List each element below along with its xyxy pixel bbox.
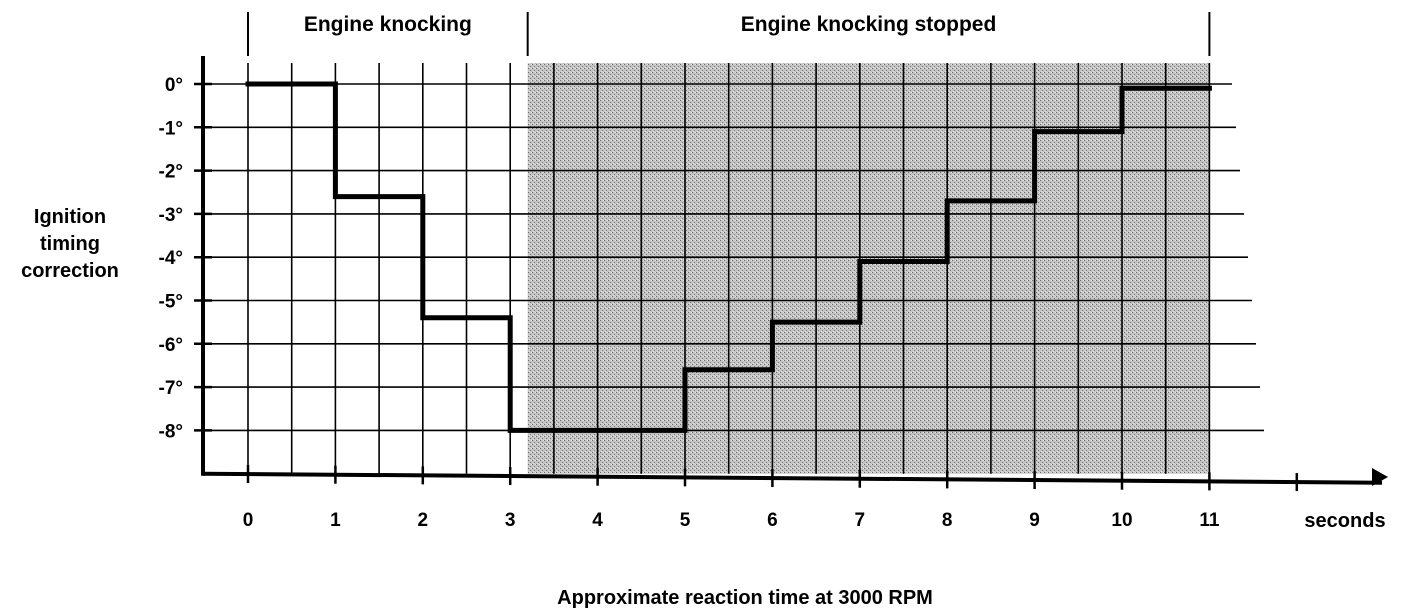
x-axis-label: Approximate reaction time at 3000 RPM (557, 587, 933, 609)
y-tick-label-5: -5° (159, 292, 184, 313)
x-tick-label-7: 7 (855, 510, 866, 531)
x-tick-label-1: 1 (330, 510, 341, 531)
x-tick-label-8: 8 (942, 510, 953, 531)
x-tick-label-10: 10 (1111, 510, 1132, 531)
y-tick-labels: 0° -1° -2° -3° -4° -5° -6° -7° -8° (159, 75, 184, 442)
grid-layer (200, 63, 1264, 474)
x-axis-line (202, 471, 1383, 485)
shaded-region-1 (527, 63, 1210, 474)
y-axis-label-line-1: Ignition (34, 206, 106, 228)
region-label-0: Engine knocking (304, 13, 472, 36)
x-tick-label-5: 5 (680, 510, 691, 531)
y-tick-label-7: -7° (159, 378, 184, 399)
series-line-0 (245, 81, 1212, 433)
x-tick-label-9: 9 (1029, 510, 1040, 531)
x-tick-label-11: 11 (1199, 510, 1220, 531)
x-axis-unit: seconds (1304, 510, 1385, 532)
x-tick-label-6: 6 (767, 510, 778, 531)
x-tick-label-2: 2 (418, 510, 429, 531)
shaded-region-layer (527, 63, 1210, 474)
x-tick-label-0: 0 (243, 510, 254, 531)
y-tick-label-2: -2° (159, 162, 184, 183)
y-axis-label-line-2: timing (40, 233, 100, 255)
y-tick-label-4: -4° (159, 248, 184, 269)
y-tick-label-3: -3° (159, 205, 184, 226)
y-axis-label-line-3: correction (21, 260, 119, 282)
axes-layer (194, 56, 1388, 492)
series-layer (245, 81, 1212, 433)
y-tick-label-8: -8° (159, 421, 184, 442)
region-label-1: Engine knocking stopped (741, 13, 997, 36)
region-brackets-layer: Engine knocking Engine knocking stopped (247, 12, 1211, 56)
x-tick-label-4: 4 (592, 510, 603, 531)
x-tick-labels: 0 1 2 3 4 5 6 7 8 9 10 11 (243, 510, 1220, 531)
y-tick-label-6: -6° (159, 335, 184, 356)
x-tick-label-3: 3 (505, 510, 516, 531)
y-tick-label-0: 0° (165, 75, 183, 96)
y-tick-label-1: -1° (159, 118, 184, 139)
x-axis-arrowhead (1372, 468, 1388, 486)
